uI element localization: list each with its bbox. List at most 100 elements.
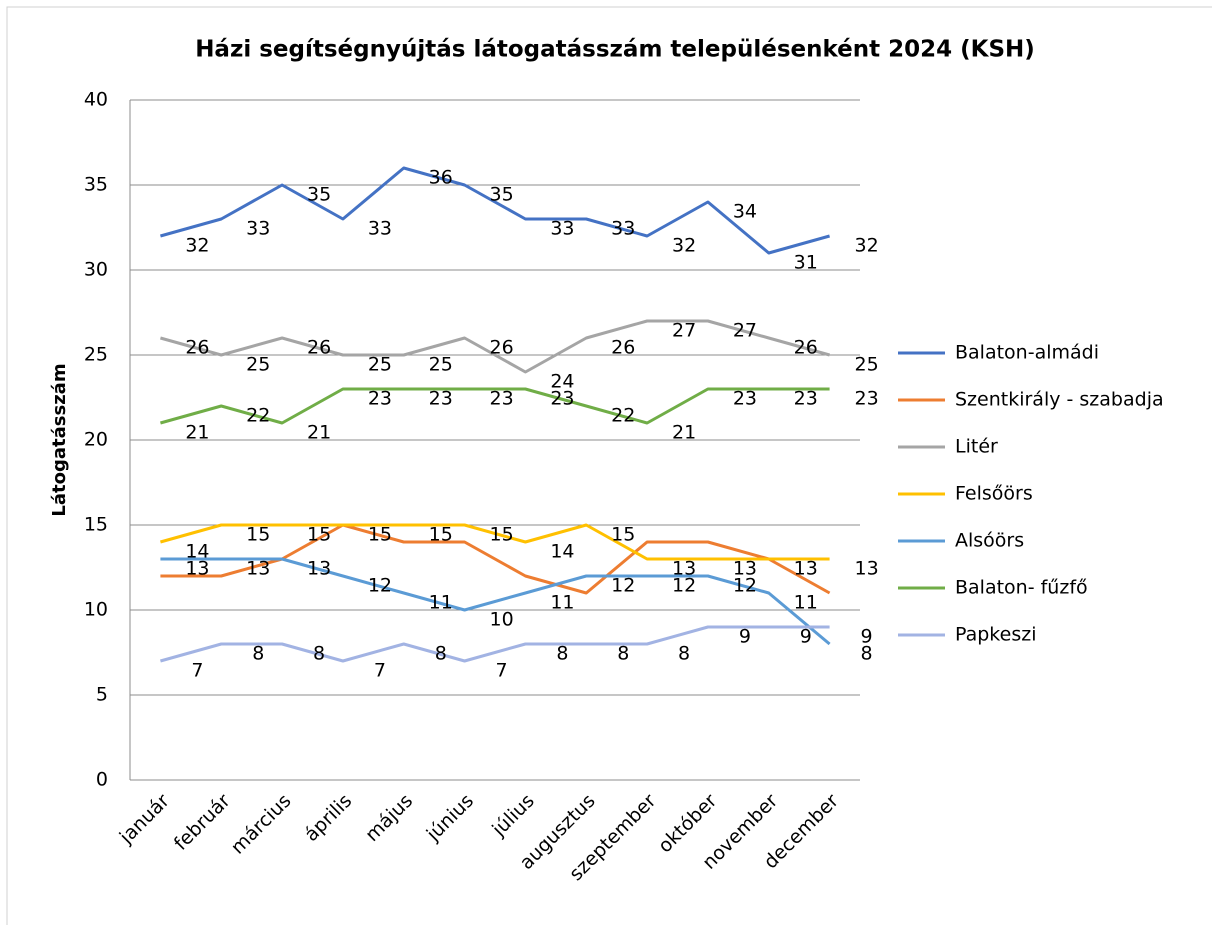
data-label: 34 [733,201,757,223]
data-label: 12 [733,575,757,597]
data-label: 23 [489,388,513,410]
data-label: 15 [368,524,392,546]
data-label: 8 [435,643,447,665]
data-label: 13 [733,558,757,580]
data-label: 23 [550,388,574,410]
data-label: 9 [861,626,873,648]
data-label: 12 [368,575,392,597]
data-label: 27 [733,320,757,342]
legend-label: Szentkirály - szabadja [955,389,1164,411]
data-label: 33 [611,218,635,240]
legend-label: Alsóörs [955,530,1024,552]
series-line [160,387,830,425]
y-tick-label: 40 [84,89,108,111]
data-label: 8 [617,643,629,665]
data-label: 7 [496,660,508,682]
data-label: 13 [672,558,696,580]
y-tick-label: 10 [84,599,108,621]
legend-label: Felsőörs [955,483,1033,505]
series-line [160,523,830,561]
data-label: 25 [854,354,878,376]
data-label: 13 [185,558,209,580]
data-label: 22 [246,405,270,427]
data-label: 23 [854,388,878,410]
data-label: 8 [861,643,873,665]
data-label: 8 [313,643,325,665]
legend-label: Litér [955,436,998,458]
x-tick-label: február [170,790,235,855]
data-label: 25 [246,354,270,376]
data-label: 25 [368,354,392,376]
chart-border [6,6,1212,925]
data-label: 14 [550,541,574,563]
data-label: 15 [246,524,270,546]
x-tick-label: március [227,790,296,859]
data-label: 23 [429,388,453,410]
data-label: 7 [374,660,386,682]
x-tick-label: április [300,790,356,846]
data-label: 13 [307,558,331,580]
series-line [160,625,830,663]
data-label: 35 [489,184,513,206]
data-label: 12 [611,575,635,597]
data-label: 26 [611,337,635,359]
data-label: 32 [185,235,209,257]
x-tick-label: július [487,790,538,841]
data-label: 12 [672,575,696,597]
data-label: 11 [550,592,574,614]
data-label: 8 [556,643,568,665]
y-tick-label: 25 [84,344,108,366]
data-label: 27 [672,320,696,342]
y-tick-label: 0 [96,769,108,791]
data-label: 23 [368,388,392,410]
data-label: 31 [794,252,818,274]
data-label: 33 [550,218,574,240]
data-label: 23 [733,388,757,410]
y-axis-label: Látogatásszám [49,363,70,516]
data-label: 9 [739,626,751,648]
data-label: 21 [672,422,696,444]
chart-title: Házi segítségnyújtás látogatásszám telep… [195,37,1035,63]
data-label: 10 [489,609,513,631]
data-label: 32 [672,235,696,257]
series-line [160,523,831,595]
data-label: 14 [185,541,209,563]
data-label: 8 [252,643,264,665]
legend-label: Balaton- fűzfő [955,577,1088,599]
data-label: 35 [307,184,331,206]
data-label: 33 [368,218,392,240]
data-label: 26 [489,337,513,359]
data-label: 15 [429,524,453,546]
data-label: 11 [794,592,818,614]
data-label: 23 [794,388,818,410]
data-label: 26 [794,337,818,359]
y-tick-label: 35 [84,174,108,196]
data-label: 22 [611,405,635,427]
data-label: 7 [191,660,203,682]
data-label: 24 [550,371,574,393]
legend-label: Balaton-almádi [955,342,1099,364]
data-label: 32 [854,235,878,257]
data-label: 25 [429,354,453,376]
data-label: 33 [246,218,270,240]
y-tick-label: 20 [84,429,108,451]
x-tick-label: június [422,790,478,846]
x-tick-label: május [361,790,417,846]
y-tick-label: 5 [96,684,108,706]
data-label: 9 [800,626,812,648]
data-label: 21 [185,422,209,444]
series-line [160,319,830,374]
data-label: 13 [246,558,270,580]
y-tick-label: 30 [84,259,108,281]
data-label: 15 [611,524,635,546]
data-label: 36 [429,167,453,189]
y-tick-label: 15 [84,514,108,536]
data-label: 15 [489,524,513,546]
data-label: 11 [429,592,453,614]
data-label: 21 [307,422,331,444]
data-label: 8 [678,643,690,665]
data-label: 15 [307,524,331,546]
legend-label: Papkeszi [955,624,1036,646]
series-line [160,557,831,646]
series-line [160,166,830,255]
